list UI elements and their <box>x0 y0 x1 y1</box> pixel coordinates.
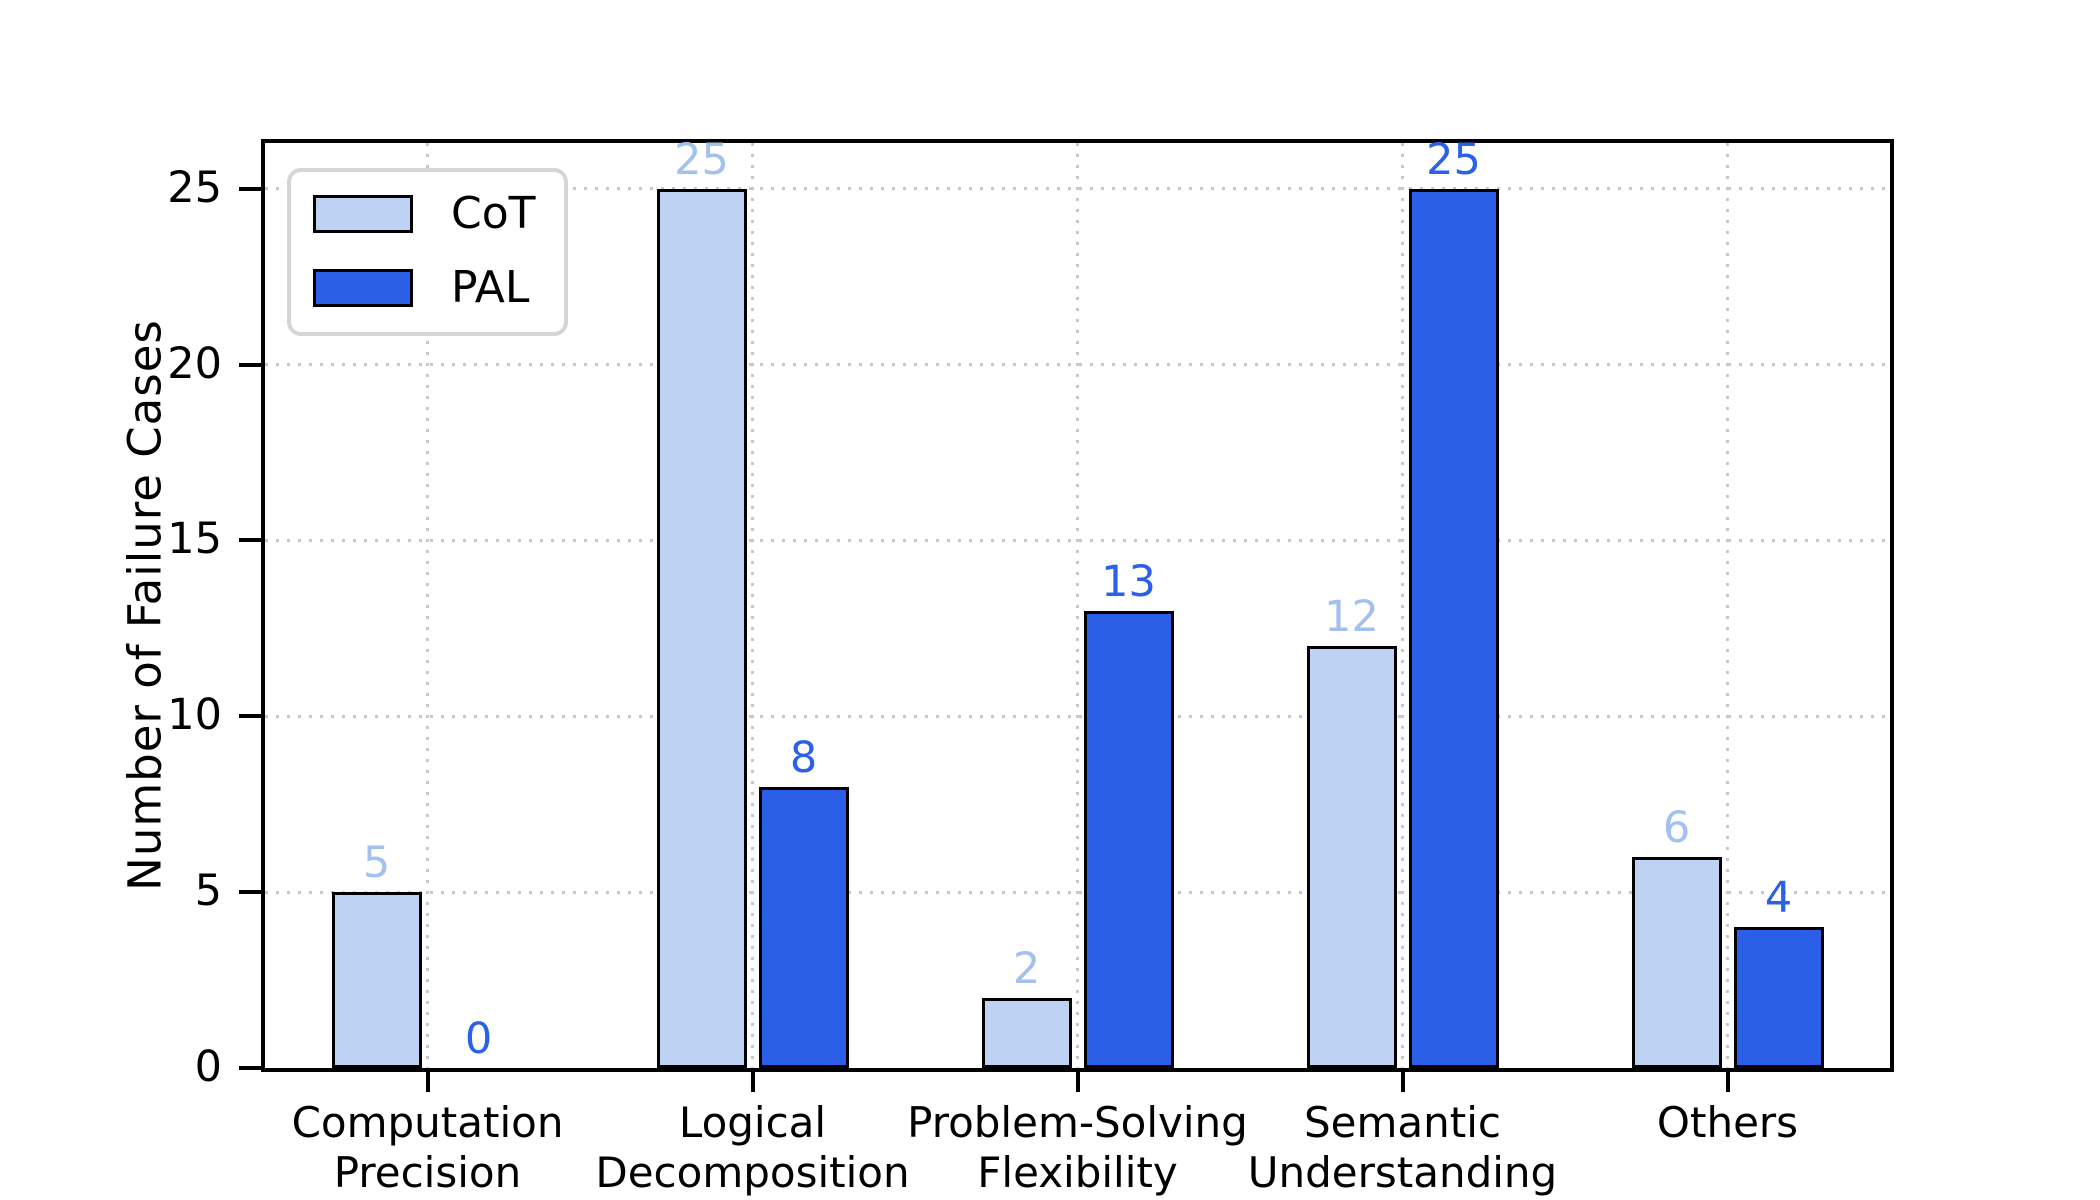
bar-pal-4 <box>1733 927 1824 1068</box>
plot-area: CoT PAL 5 25 2 12 6 0 8 13 25 4 <box>261 134 1894 1072</box>
v-gridline-4 <box>1726 143 1729 1068</box>
y-tick-25 <box>239 186 261 191</box>
value-label-cot-0: 5 <box>362 838 391 889</box>
v-gridline-1 <box>751 143 754 1068</box>
y-tick-label-20: 20 <box>167 338 222 389</box>
legend-label-cot: CoT <box>451 188 536 239</box>
value-label-cot-1: 25 <box>674 134 729 185</box>
y-tick-label-5: 5 <box>194 866 222 917</box>
value-label-pal-1: 8 <box>789 732 818 783</box>
bar-cot-4 <box>1631 856 1722 1068</box>
value-label-cot-3: 12 <box>1324 591 1379 642</box>
x-category-label-line: Understanding <box>1247 1148 1558 1197</box>
x-category-label-line: Problem-Solving <box>907 1098 1248 1147</box>
x-tick-4 <box>1725 1072 1730 1092</box>
y-tick-label-15: 15 <box>167 514 222 565</box>
x-tick-0 <box>425 1072 430 1092</box>
bar-cot-2 <box>981 997 1072 1068</box>
x-category-label-line: Decomposition <box>595 1148 910 1197</box>
x-tick-1 <box>750 1072 755 1092</box>
x-category-label-0: Computation Precision <box>208 1098 648 1198</box>
value-label-pal-2: 13 <box>1101 556 1156 607</box>
x-category-label-line: Precision <box>333 1148 522 1197</box>
x-category-label-line: Flexibility <box>977 1148 1178 1197</box>
x-category-label-line: Logical <box>678 1098 827 1147</box>
y-tick-label-10: 10 <box>167 690 222 741</box>
x-category-label-4: Others <box>1508 1098 1948 1148</box>
value-label-pal-4: 4 <box>1764 873 1793 924</box>
bar-pal-2 <box>1083 610 1174 1068</box>
bar-cot-1 <box>656 188 747 1068</box>
y-tick-0 <box>239 1066 261 1070</box>
legend-entry-pal: PAL <box>313 266 536 310</box>
value-label-pal-3: 25 <box>1426 134 1481 185</box>
bar-pal-3 <box>1408 188 1499 1068</box>
v-gridline-0 <box>426 143 429 1068</box>
v-gridline-2 <box>1076 143 1079 1068</box>
bar-cot-3 <box>1306 645 1397 1068</box>
value-label-pal-0: 0 <box>464 1014 493 1064</box>
v-gridline-3 <box>1401 143 1404 1068</box>
x-category-label-line: Others <box>1656 1098 1799 1147</box>
x-category-label-line: Computation <box>291 1098 564 1147</box>
y-tick-label-25: 25 <box>167 162 222 213</box>
x-category-label-1: Logical Decomposition <box>533 1098 973 1198</box>
y-tick-20 <box>239 362 261 367</box>
y-axis-title: Number of Failure Cases <box>118 319 172 891</box>
legend-swatch-pal <box>313 269 413 307</box>
value-label-cot-4: 6 <box>1662 802 1691 853</box>
y-tick-5 <box>239 890 261 895</box>
y-tick-10 <box>239 714 261 719</box>
x-category-label-3: Semantic Understanding <box>1183 1098 1623 1198</box>
bar-pal-1 <box>758 786 849 1068</box>
x-category-label-line: Semantic <box>1304 1098 1501 1147</box>
legend-label-pal: PAL <box>451 262 530 313</box>
y-tick-15 <box>239 538 261 543</box>
y-tick-label-0: 0 <box>194 1042 222 1092</box>
bar-cot-0 <box>331 892 422 1068</box>
value-label-cot-2: 2 <box>1012 943 1041 994</box>
legend-swatch-cot <box>313 195 413 233</box>
legend: CoT PAL <box>287 168 568 336</box>
x-tick-3 <box>1400 1072 1405 1092</box>
legend-entry-cot: CoT <box>313 192 536 236</box>
x-category-label-2: Problem-Solving Flexibility <box>858 1098 1298 1198</box>
x-tick-2 <box>1075 1072 1080 1092</box>
